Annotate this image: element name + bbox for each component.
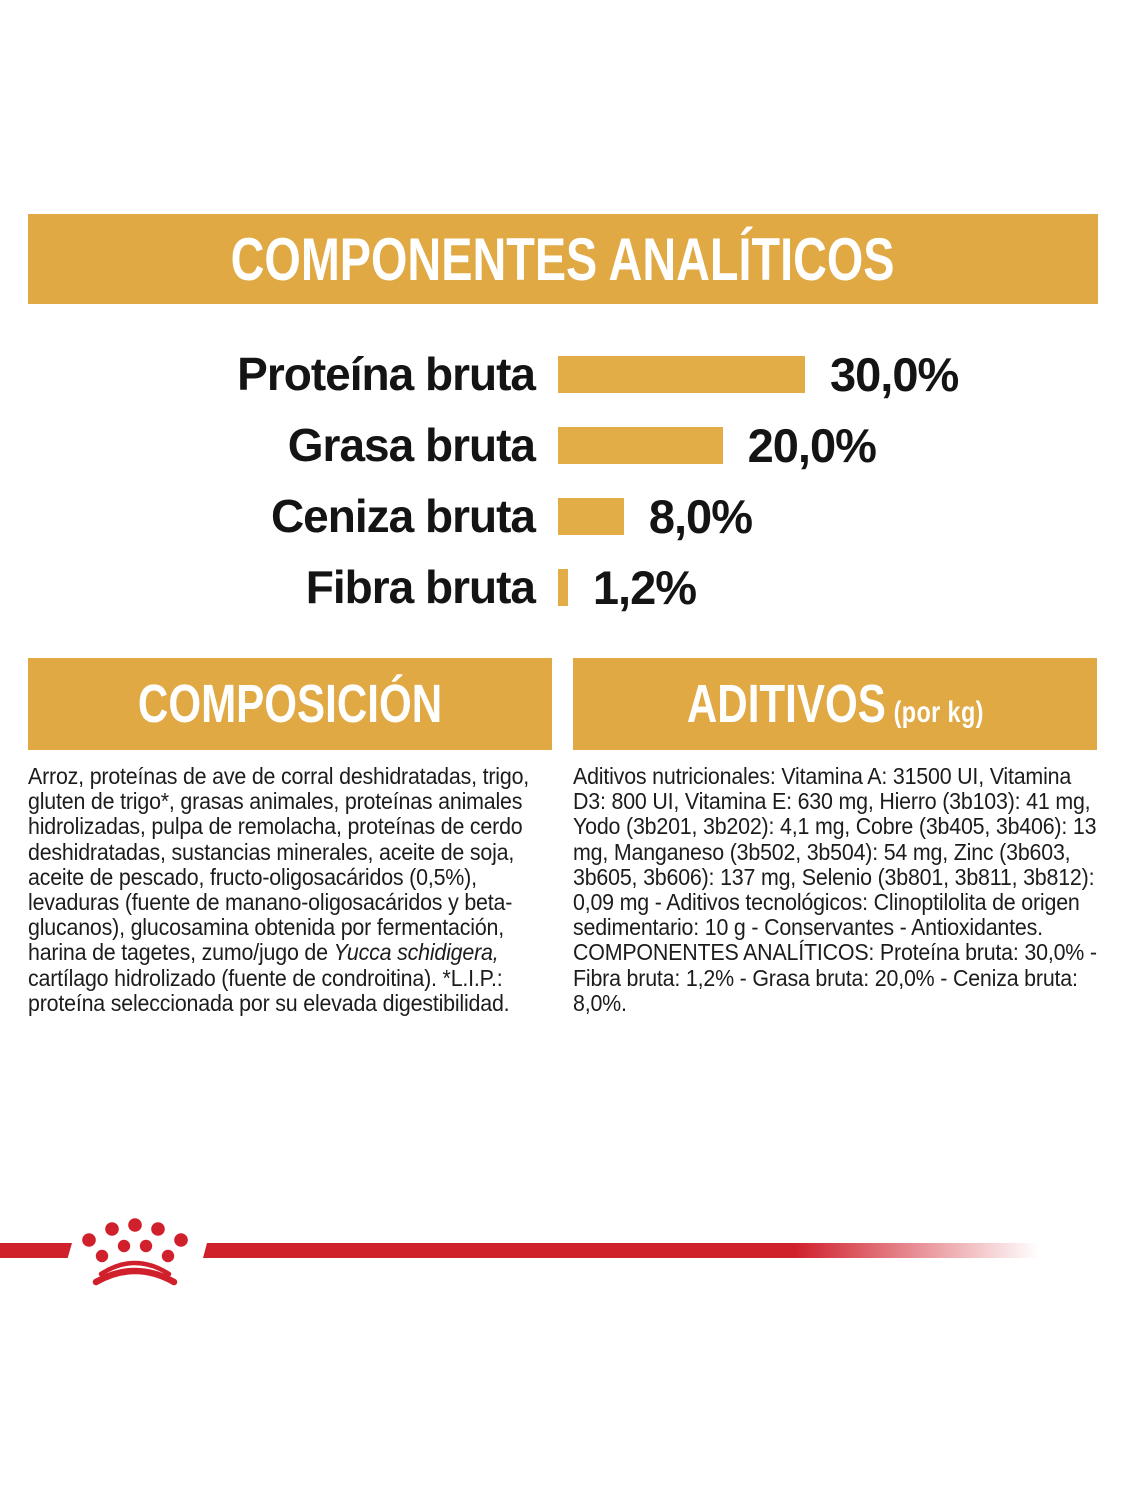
chart-value-label: 1,2% <box>592 560 697 614</box>
additives-title-suffix: (por kg) <box>893 696 984 729</box>
chart-row: Ceniza bruta 8,0% <box>0 490 1125 543</box>
chart-bar <box>558 497 624 535</box>
chart-value-label: 8,0% <box>648 489 753 543</box>
composition-text-latin-name: Yucca schidigera, <box>333 939 499 966</box>
chart-value-label: 30,0% <box>830 347 959 401</box>
chart-category-label: Proteína bruta <box>237 348 536 400</box>
chart-category-label: Fibra bruta <box>305 561 536 613</box>
chart-row: Fibra bruta 1,2% <box>0 561 1125 614</box>
chart-value-label: 20,0% <box>747 418 877 472</box>
additives-title-main: ADITIVOS <box>686 674 886 734</box>
analytical-components-title: COMPONENTES ANALÍTICOS <box>231 225 895 293</box>
analytical-components-banner: COMPONENTES ANALÍTICOS <box>28 214 1098 304</box>
additives-title: ADITIVOS (por kg) <box>687 673 984 735</box>
chart-category-label: Ceniza bruta <box>270 490 536 542</box>
chart-bar <box>558 568 568 606</box>
composition-text: Arroz, proteínas de ave de corral deshid… <box>28 763 554 1016</box>
composition-text-part1: Arroz, proteínas de ave de corral deshid… <box>28 763 530 966</box>
composition-banner: COMPOSICIÓN <box>28 658 552 750</box>
analytical-components-chart: Proteína bruta 30,0% Grasa bruta 20,0% Ceniz… <box>0 348 1125 636</box>
chart-row: Proteína bruta 30,0% <box>0 348 1125 401</box>
composition-title: COMPOSICIÓN <box>137 674 443 734</box>
chart-row: Grasa bruta 20,0% <box>0 419 1125 472</box>
additives-paragraph-nutritional: Aditivos nutricionales: Vitamina A: 3150… <box>573 763 1097 941</box>
composition-text-part2: cartílago hidrolizado (fuente de condroi… <box>28 964 510 1016</box>
additives-paragraph-analytical: COMPONENTES ANALÍTICOS: Proteína bruta: … <box>573 939 1097 1016</box>
chart-bar <box>558 355 805 393</box>
royal-canin-crown-logo-icon <box>82 1218 188 1286</box>
brand-divider-line-right <box>203 1243 1048 1258</box>
additives-banner: ADITIVOS (por kg) <box>573 658 1097 750</box>
chart-category-label: Grasa bruta <box>287 419 536 471</box>
brand-divider-line-left <box>0 1243 72 1258</box>
additives-text: Aditivos nutricionales: Vitamina A: 3150… <box>573 763 1099 1016</box>
chart-bar <box>558 426 723 464</box>
